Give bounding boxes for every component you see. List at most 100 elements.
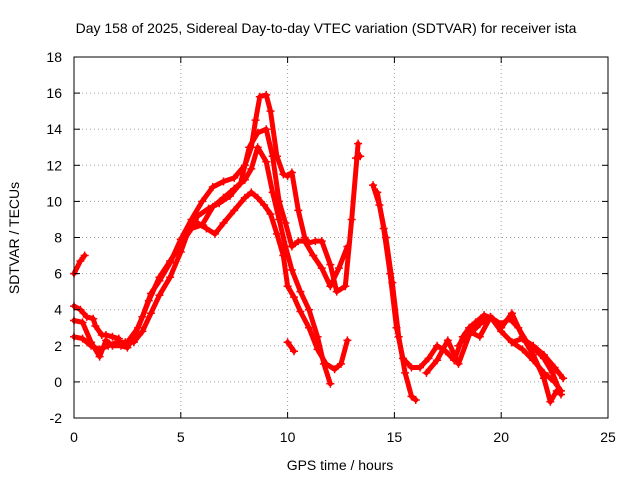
data-point — [407, 363, 416, 372]
data-point — [343, 336, 352, 345]
data-point — [78, 334, 87, 343]
data-point — [95, 345, 104, 354]
data-point — [343, 242, 352, 251]
data-point — [253, 193, 262, 202]
data-point — [497, 323, 506, 332]
data-point — [255, 92, 264, 101]
data-point — [548, 368, 557, 377]
data-point — [304, 305, 313, 314]
data-point — [283, 282, 292, 291]
data-point — [134, 323, 143, 332]
data-point — [260, 201, 269, 210]
data-point — [138, 327, 147, 336]
data-point — [326, 282, 335, 291]
data-point — [317, 237, 326, 246]
data-point — [411, 395, 420, 404]
data-point — [262, 90, 271, 99]
data-point — [230, 173, 239, 182]
data-point — [373, 188, 382, 197]
data-point — [266, 210, 275, 219]
data-point — [279, 251, 288, 260]
data-point — [112, 338, 121, 347]
data-point — [78, 318, 87, 327]
data-point — [208, 202, 217, 211]
data-point — [347, 215, 356, 224]
data-point — [198, 197, 207, 206]
data-point — [334, 264, 343, 273]
y-tick-label: 12 — [46, 157, 62, 173]
data-point — [155, 273, 164, 282]
data-point — [392, 323, 401, 332]
data-point — [144, 296, 153, 305]
data-point — [230, 206, 239, 215]
data-point — [290, 347, 299, 356]
data-point — [193, 219, 202, 228]
y-tick-label: 14 — [46, 121, 62, 137]
data-point — [87, 341, 96, 350]
data-point — [369, 181, 378, 190]
data-point — [475, 332, 484, 341]
data-point — [539, 350, 548, 359]
y-tick-label: 2 — [54, 338, 62, 354]
y-tick-label: 10 — [46, 193, 62, 209]
data-point — [433, 356, 442, 365]
data-point — [219, 193, 228, 202]
data-point — [529, 341, 538, 350]
data-point — [283, 338, 292, 347]
data-point — [296, 307, 305, 316]
data-point — [283, 172, 292, 181]
y-tick-label: 8 — [54, 230, 62, 246]
data-point — [166, 256, 175, 265]
data-point — [300, 237, 309, 246]
data-point — [317, 264, 326, 273]
data-point — [313, 345, 322, 354]
data-point — [187, 224, 196, 233]
data-point — [507, 309, 516, 318]
y-tick-label: 16 — [46, 85, 62, 101]
data-point — [546, 397, 555, 406]
data-point — [354, 139, 363, 148]
data-point — [559, 374, 568, 383]
data-point — [123, 338, 132, 347]
data-layer — [70, 90, 568, 406]
x-tick-label: 15 — [387, 429, 403, 445]
x-axis-label: GPS time / hours — [287, 457, 394, 473]
data-point — [332, 287, 341, 296]
y-axis-label: SDTVAR / TECUs — [6, 182, 22, 294]
data-point — [279, 170, 288, 179]
data-point — [518, 345, 527, 354]
data-point — [80, 251, 89, 260]
data-point — [76, 256, 85, 265]
data-point — [245, 143, 254, 152]
data-point — [486, 312, 495, 321]
data-point — [443, 336, 452, 345]
data-point — [272, 229, 281, 238]
data-point — [529, 350, 538, 359]
y-tick-label: -2 — [50, 410, 63, 426]
series-track-6 — [189, 189, 350, 372]
x-tick-label: 20 — [493, 429, 509, 445]
x-tick-label: 0 — [70, 429, 78, 445]
data-point — [287, 168, 296, 177]
data-point — [379, 224, 388, 233]
data-point — [398, 354, 407, 363]
data-point — [356, 152, 365, 161]
data-point — [253, 128, 262, 137]
data-point — [102, 336, 111, 345]
data-point — [322, 359, 331, 368]
data-point — [341, 282, 350, 291]
data-point — [433, 341, 442, 350]
data-point — [193, 211, 202, 220]
data-point — [266, 107, 275, 116]
data-point — [401, 368, 410, 377]
data-point — [480, 311, 489, 320]
data-point — [386, 269, 395, 278]
x-tick-label: 10 — [280, 429, 296, 445]
data-point — [262, 157, 271, 166]
data-point — [247, 164, 256, 173]
data-point — [465, 327, 474, 336]
data-point — [287, 265, 296, 274]
y-tick-label: 6 — [54, 266, 62, 282]
data-point — [326, 260, 335, 269]
y-tick-labels: -2 0 2 4 6 8 10 12 14 16 18 — [46, 49, 62, 426]
